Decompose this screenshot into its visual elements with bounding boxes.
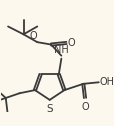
Text: O: O <box>66 38 74 48</box>
Text: S: S <box>46 104 53 114</box>
Text: O: O <box>80 102 88 112</box>
Text: NH: NH <box>53 45 68 55</box>
Text: OH: OH <box>98 77 113 87</box>
Text: O: O <box>29 31 36 41</box>
